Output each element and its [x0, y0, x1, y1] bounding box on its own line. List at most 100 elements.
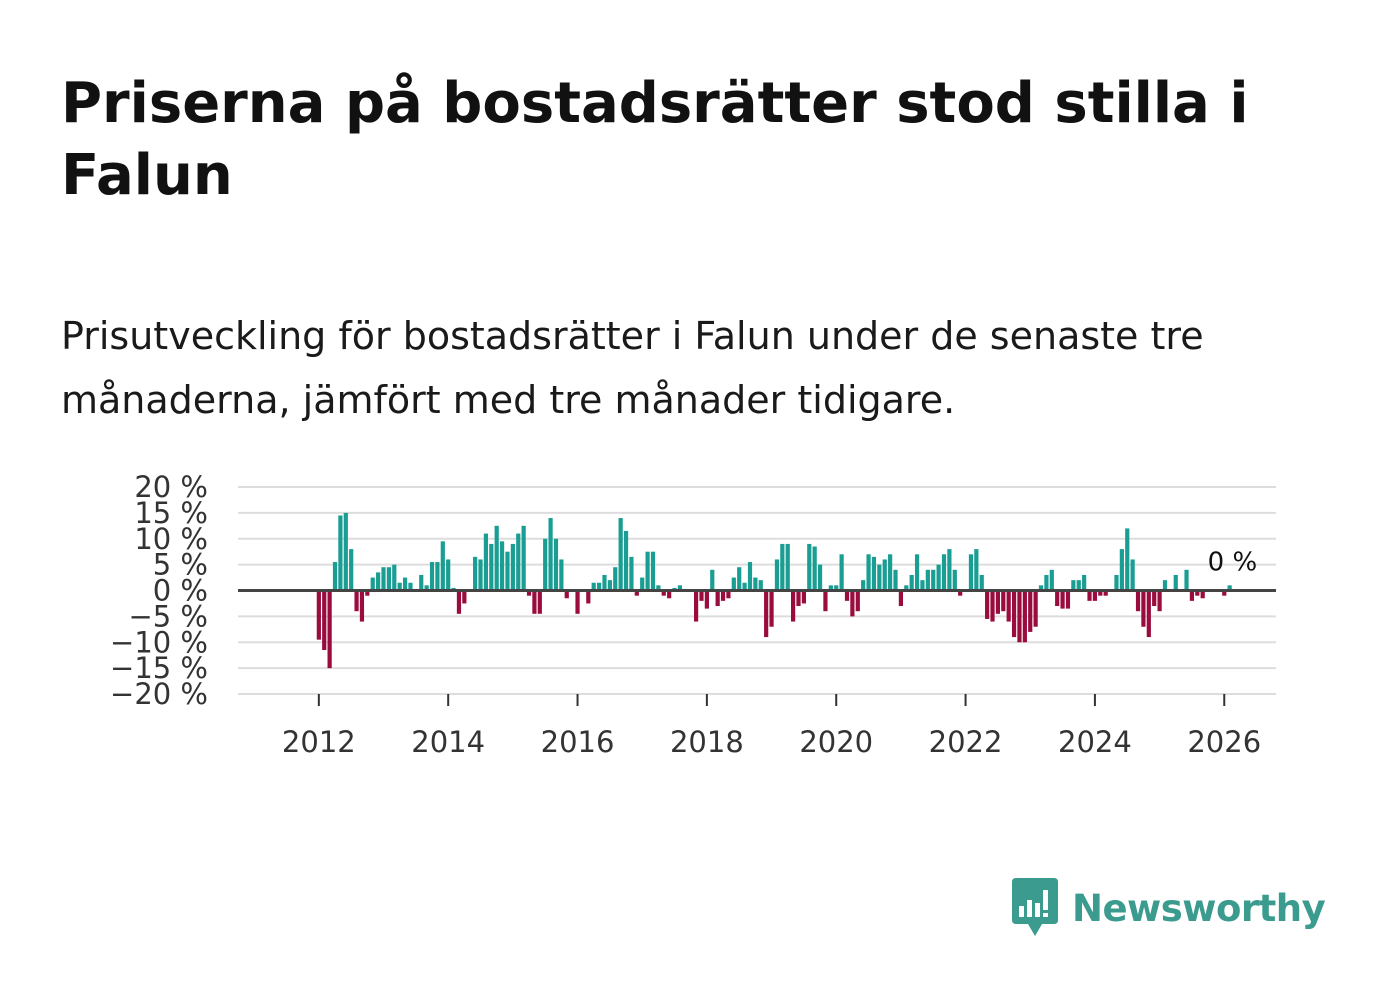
y-tick-label: 5 % — [153, 548, 208, 582]
x-tick-label: 2024 — [1058, 725, 1132, 759]
y-tick-label: 20 % — [134, 470, 208, 504]
data-bar — [392, 564, 397, 591]
data-bar — [462, 590, 467, 604]
data-bar — [1044, 574, 1049, 591]
data-bar — [753, 577, 758, 591]
data-bar — [1103, 590, 1108, 596]
y-tick-label: 0 % — [153, 574, 208, 608]
data-bar — [446, 559, 451, 591]
data-bar — [1001, 590, 1006, 612]
y-tick-label: −10 % — [110, 625, 208, 659]
data-bar — [931, 569, 936, 591]
data-bar — [952, 569, 957, 591]
data-bar — [882, 559, 887, 591]
data-bar — [1173, 574, 1178, 591]
data-bar — [640, 577, 645, 591]
data-bar — [1022, 590, 1027, 643]
data-bar — [575, 590, 580, 614]
data-bar — [548, 518, 553, 591]
data-bar — [936, 564, 941, 591]
data-bar — [1189, 590, 1195, 601]
data-bar — [1071, 580, 1076, 591]
data-bar — [990, 590, 995, 622]
data-bar — [505, 551, 510, 591]
data-bar — [602, 574, 607, 591]
data-bar — [817, 564, 823, 591]
data-bar — [559, 559, 564, 591]
data-bar — [737, 567, 742, 591]
data-bar — [855, 590, 860, 612]
data-bar — [338, 515, 343, 591]
data-bar — [839, 554, 844, 591]
data-bar — [532, 590, 537, 614]
data-bar — [764, 590, 769, 638]
data-bar — [888, 554, 893, 591]
data-bar — [974, 549, 979, 591]
data-bar — [1098, 590, 1103, 596]
data-bar — [634, 590, 639, 596]
data-bar — [667, 590, 672, 599]
y-tick-label: 15 % — [134, 496, 208, 530]
data-bar — [1227, 585, 1232, 591]
data-bar — [489, 543, 494, 591]
data-bar — [586, 590, 591, 604]
data-bar — [553, 538, 559, 591]
data-bar — [1049, 569, 1054, 591]
data-bar — [376, 572, 381, 591]
data-bar — [780, 543, 785, 591]
data-bar — [893, 569, 898, 591]
data-bar — [1087, 590, 1092, 601]
data-bar — [985, 590, 990, 619]
data-bar — [623, 530, 629, 591]
data-bar — [731, 577, 736, 591]
data-bar — [322, 590, 327, 651]
data-bar — [440, 541, 445, 591]
data-bar — [1195, 590, 1200, 596]
data-bar — [332, 562, 338, 591]
data-bar — [607, 580, 612, 591]
data-bar — [354, 590, 359, 612]
data-bar — [920, 580, 925, 591]
data-bar — [1060, 590, 1065, 609]
data-bar — [796, 590, 801, 607]
data-bar — [564, 590, 569, 599]
data-bar — [1135, 590, 1141, 612]
data-bar — [408, 582, 413, 591]
data-bar — [316, 590, 321, 640]
data-bar — [1017, 590, 1022, 643]
data-bar — [801, 590, 806, 604]
x-tick-label: 2022 — [929, 725, 1003, 759]
x-tick-label: 2020 — [799, 725, 873, 759]
chart-subtitle: Prisutveckling för bostadsrätter i Falun… — [61, 314, 1204, 422]
data-bar — [941, 554, 947, 591]
data-bar — [995, 590, 1000, 614]
data-bar — [1184, 569, 1189, 591]
data-bar — [823, 590, 828, 612]
x-tick-label: 2012 — [282, 725, 356, 759]
data-bar — [661, 590, 666, 596]
data-bar — [645, 551, 650, 591]
data-bar — [1076, 580, 1081, 591]
data-bar — [834, 585, 839, 591]
data-bar — [596, 582, 602, 591]
data-bar — [699, 590, 704, 601]
data-bar — [898, 590, 903, 607]
data-bar — [909, 574, 914, 591]
bar-series — [316, 512, 1232, 669]
data-bar — [1055, 590, 1060, 607]
data-bar — [1152, 590, 1157, 607]
data-bar — [850, 590, 855, 617]
data-bar — [747, 562, 753, 591]
data-bar — [1130, 559, 1135, 591]
data-bar — [947, 549, 952, 591]
data-bar — [521, 525, 526, 591]
data-bar — [1033, 590, 1038, 627]
data-bar — [370, 577, 375, 591]
data-bar — [327, 590, 332, 669]
data-bar — [397, 582, 402, 591]
data-bar — [958, 590, 963, 596]
brand-logo: Newsworthy — [1010, 876, 1326, 940]
data-bar — [1082, 574, 1087, 591]
y-tick-label: 10 % — [134, 522, 208, 556]
data-bar — [526, 590, 532, 596]
